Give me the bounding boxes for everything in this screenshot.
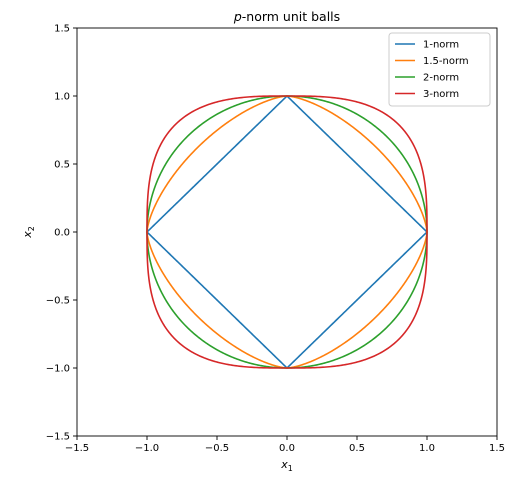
- series-line-4: [146, 95, 428, 369]
- x-tick-label: −1.5: [65, 443, 89, 454]
- series-line-1: [145, 94, 429, 370]
- ticks-layer: −1.5 −1.0 −0.5 0.0 0.5 1.0 1.5 −1.5 −1.0 −0.5 0.0 0…: [46, 24, 505, 455]
- chart-title: p-norm unit balls: [233, 9, 340, 24]
- legend-box: [388, 32, 491, 107]
- y-axis-label-sub: 2: [27, 226, 36, 231]
- x-axis-label-sub: 1: [288, 464, 293, 473]
- y-tick-label: −1.5: [46, 432, 70, 443]
- series-line-3: [146, 95, 428, 369]
- legend: 1-norm 1.5-norm 2-norm 3-norm: [388, 32, 491, 107]
- legend-label-1: 1-norm: [423, 40, 459, 51]
- x-tick-label: 1.0: [419, 443, 435, 454]
- y-tick-label: 1.5: [54, 24, 70, 35]
- x-axis-label: x1: [280, 458, 293, 473]
- legend-label-4: 3-norm: [423, 89, 459, 100]
- y-tick-label: −1.0: [46, 364, 70, 375]
- y-axis-label: x2: [21, 226, 36, 239]
- legend-label-3: 2-norm: [423, 73, 459, 84]
- legend-label-2: 1.5-norm: [423, 56, 469, 67]
- y-axis-label-main: x: [21, 231, 34, 239]
- x-axis-label-main: x: [280, 458, 288, 471]
- title-rest-part: -norm unit balls: [242, 9, 340, 24]
- y-tick-label: 0.5: [54, 160, 70, 171]
- x-tick-label: 0.5: [349, 443, 365, 454]
- y-tick-label: −0.5: [46, 296, 70, 307]
- x-tick-label: 1.5: [489, 443, 505, 454]
- x-tick-label: 0.0: [279, 443, 295, 454]
- x-tick-label: −0.5: [205, 443, 229, 454]
- title-italic-part: p: [233, 9, 242, 24]
- x-tick-label: −1.0: [135, 443, 159, 454]
- y-tick-label: 1.0: [54, 92, 70, 103]
- series-line-2: [146, 95, 428, 369]
- y-tick-label: 0.0: [54, 228, 70, 239]
